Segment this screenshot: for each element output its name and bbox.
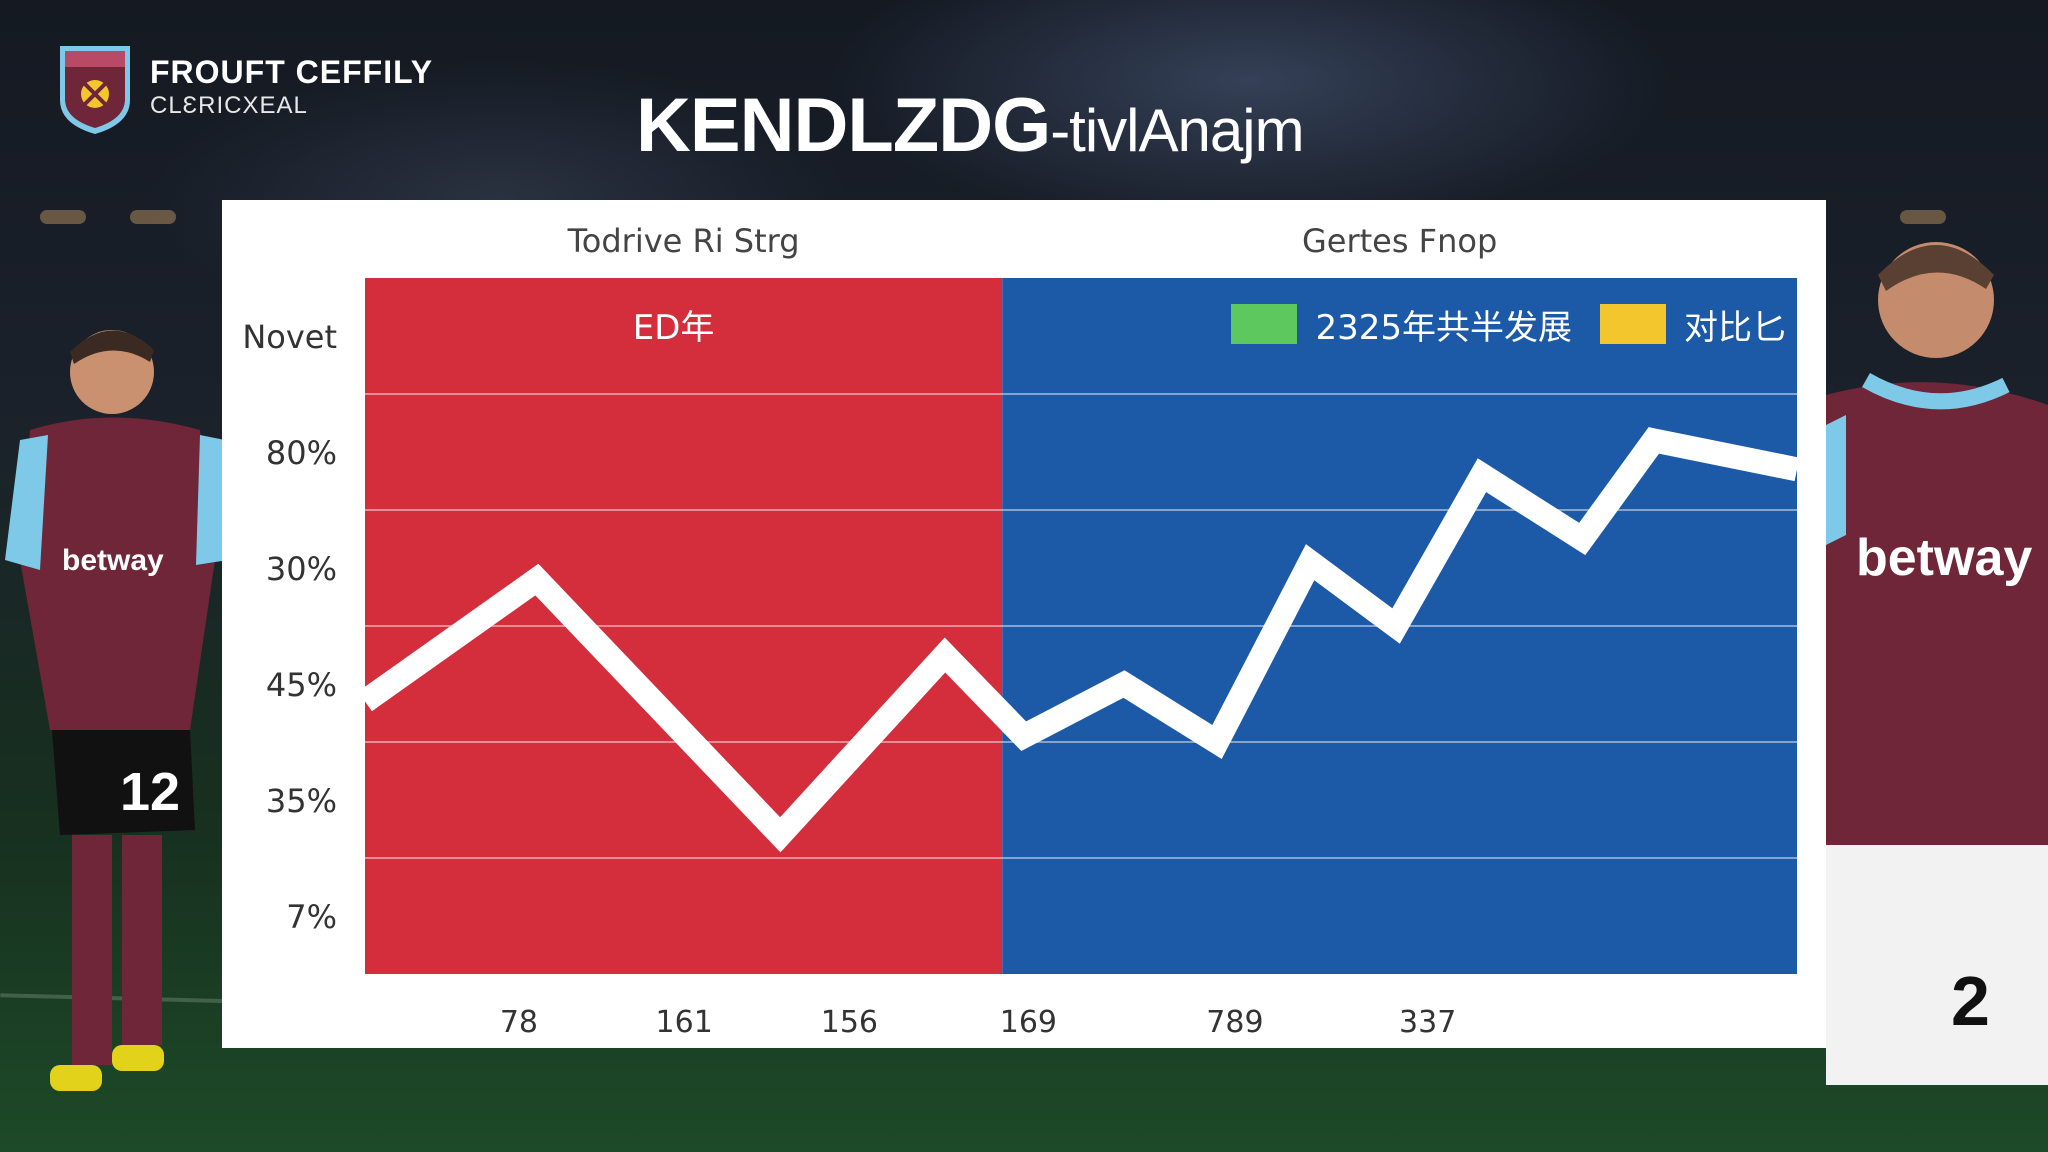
left-sponsor: betway	[62, 544, 164, 577]
panel-inner-label: ED年	[632, 308, 715, 348]
panel-title-right: Gertes Fnop	[1301, 222, 1498, 260]
y-tick-label: 45%	[266, 666, 337, 704]
x-tick-label: 337	[1399, 1005, 1456, 1040]
right-jersey-number: 2	[1951, 962, 1990, 1040]
club-name: FROUFT CEFFILY	[150, 54, 434, 90]
x-tick-label: 78	[500, 1005, 538, 1040]
y-tick-label: 35%	[266, 782, 337, 820]
legend-swatch-yellow	[1600, 304, 1666, 344]
y-tick-label: Novet	[242, 318, 337, 356]
x-tick-label: 169	[1000, 1005, 1057, 1040]
panel-title-left: Todrive Ri Strg	[567, 222, 800, 260]
y-tick-label: 80%	[266, 434, 337, 472]
legend-swatch-green	[1231, 304, 1298, 344]
line-chart: Novet 80% 30% 45% 35% 7% 78 161 156 169 789 337	[242, 278, 1800, 1040]
headline-thin: -tivlAnajm	[1050, 97, 1304, 164]
legend-label-1: 对比匕	[1684, 307, 1786, 348]
club-subtitle: CLƐRICXEAL	[150, 92, 308, 119]
left-jersey-number: 12	[120, 762, 180, 822]
legend: 2325年共半发展 对比匕	[1231, 300, 1796, 348]
club-crest-icon	[60, 46, 130, 134]
right-player: betway 2	[1826, 242, 2048, 1085]
left-player: betway 12	[5, 330, 228, 1091]
chart-panel: Novet 80% 30% 45% 35% 7% 78 161 156 169 789 337 Tod…	[222, 200, 1826, 1048]
x-tick-label: 161	[656, 1005, 713, 1040]
x-tick-label: 156	[821, 1005, 878, 1040]
legend-label-0: 2325年共半发展	[1315, 307, 1572, 348]
y-tick-label: 7%	[286, 898, 337, 936]
right-sponsor: betway	[1856, 529, 2032, 587]
y-tick-label: 30%	[266, 550, 337, 588]
headline-bold: KENDLZDG	[636, 83, 1051, 168]
x-tick-label: 789	[1206, 1005, 1263, 1040]
headline: KENDLZDG-tivlAnajm	[636, 82, 1305, 169]
